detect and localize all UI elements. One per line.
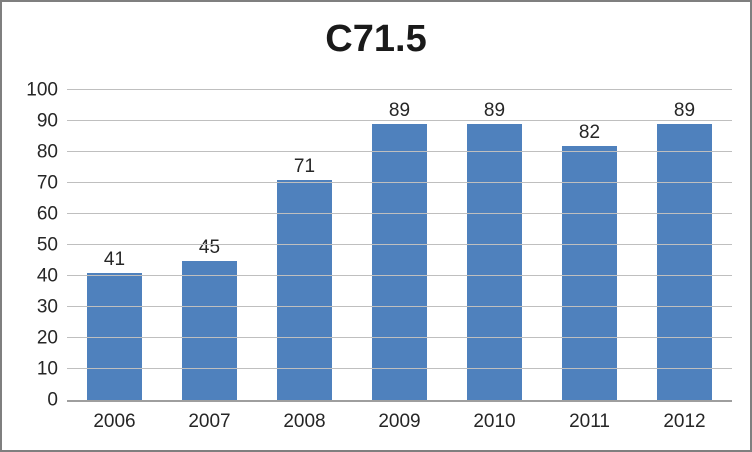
- bar-group: 82: [542, 90, 637, 400]
- bar-group: 89: [352, 90, 447, 400]
- x-axis-tick-label: 2011: [569, 411, 610, 432]
- y-axis-tick-label: 0: [47, 389, 58, 411]
- gridline: [67, 337, 732, 338]
- y-axis-tick-label: 30: [36, 296, 58, 318]
- chart-title: C71.5: [325, 18, 427, 60]
- x-axis-tick-label: 2006: [93, 411, 136, 432]
- gridline: [67, 151, 732, 152]
- x-axis-tick-label: 2012: [663, 411, 706, 432]
- bar: [182, 260, 237, 400]
- y-axis-tick-label: 10: [36, 358, 58, 380]
- plot-area: 41 45 71 89 89 82 89: [67, 89, 732, 402]
- gridline: [67, 368, 732, 369]
- x-axis-tick-label: 2007: [188, 411, 231, 432]
- bar-group: 71: [257, 90, 352, 400]
- y-axis: 0 10 20 30 40 50 60 70 80 90 100: [2, 81, 58, 410]
- gridline: [67, 120, 732, 121]
- bar-value-label: 82: [578, 121, 601, 143]
- bar: [562, 145, 617, 400]
- y-axis-tick-label: 40: [36, 265, 58, 287]
- bar-value-label: 71: [293, 155, 316, 177]
- x-axis-tick-label: 2008: [283, 411, 326, 432]
- y-axis-tick-label: 70: [36, 172, 58, 194]
- bar: [372, 124, 427, 400]
- bar-group: 41: [67, 90, 162, 400]
- y-axis-tick-label: 100: [26, 79, 58, 101]
- bar-value-label: 89: [673, 100, 696, 122]
- bar: [87, 272, 142, 400]
- x-axis-tick-label: 2009: [378, 411, 421, 432]
- bar-value-label: 89: [483, 100, 506, 122]
- bars-row: 41 45 71 89 89 82 89: [67, 90, 732, 400]
- gridline: [67, 213, 732, 214]
- gridline: [67, 89, 732, 90]
- gridline: [67, 275, 732, 276]
- bar: [467, 124, 522, 400]
- y-axis-tick-label: 80: [36, 141, 58, 163]
- bar-group: 89: [447, 90, 542, 400]
- y-axis-tick-label: 90: [36, 110, 58, 132]
- y-axis-tick-label: 50: [36, 234, 58, 256]
- bar: [277, 179, 332, 400]
- bar-group: 89: [637, 90, 732, 400]
- y-axis-tick-label: 20: [36, 327, 58, 349]
- bar-value-label: 41: [103, 248, 126, 270]
- gridline: [67, 244, 732, 245]
- x-axis: 2006 2007 2008 2009 2010 2011 2012: [67, 410, 732, 435]
- bar-value-label: 89: [388, 100, 411, 122]
- gridline: [67, 182, 732, 183]
- bar-group: 45: [162, 90, 257, 400]
- y-axis-tick-label: 60: [36, 203, 58, 225]
- bar: [657, 124, 712, 400]
- x-axis-tick-label: 2010: [473, 411, 516, 432]
- bar-value-label: 45: [198, 236, 221, 258]
- gridline: [67, 306, 732, 307]
